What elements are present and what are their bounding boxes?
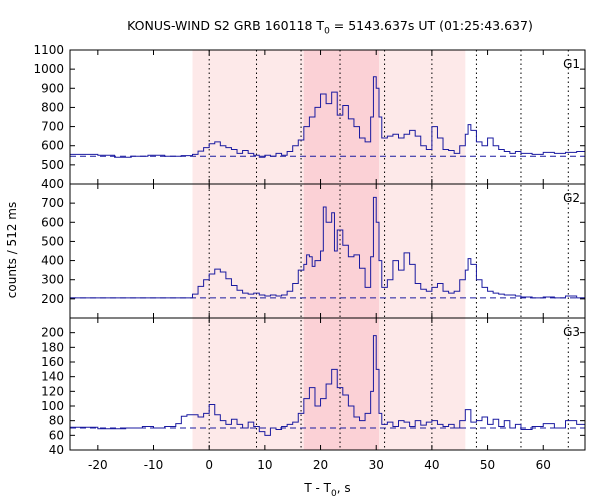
y-tick-label-G1-6: 1000 [33,62,64,76]
y-tick-label-G2-1: 300 [41,273,64,287]
x-tick-label-0: -20 [88,458,108,472]
y-tick-label-G3-4: 120 [41,384,64,398]
x-tick-label-8: 60 [536,458,551,472]
panel-label-G1: G1 [563,57,580,71]
light-curve-G2 [70,196,586,299]
y-tick-label-G2-3: 500 [41,234,64,248]
y-tick-label-G1-7: 1100 [33,43,64,57]
y-tick-label-G1-2: 600 [41,139,64,153]
y-tick-label-G3-0: 40 [49,443,64,457]
x-tick-label-3: 10 [257,458,272,472]
light-curve-G3 [70,335,586,436]
panel-frame-G3 [69,317,586,451]
x-tick-label-4: 20 [313,458,328,472]
x-axis-title: T - T0, s [303,481,350,499]
y-tick-label-G2-4: 600 [41,215,64,229]
panel-label-G3: G3 [563,325,580,339]
y-tick-label-G3-1: 60 [49,428,64,442]
shaded-interval-1 [303,50,379,450]
y-tick-label-G3-2: 80 [49,414,64,428]
y-axis-title: counts / 512 ms [5,202,19,298]
y-tick-label-G1-3: 700 [41,120,64,134]
chart-title: KONUS-WIND S2 GRB 160118 T0 = 5143.637s … [127,18,533,37]
x-tick-label-1: -10 [144,458,164,472]
y-tick-label-G2-5: 700 [41,196,64,210]
y-tick-label-G3-7: 180 [41,340,64,354]
light-curve-G1 [70,76,586,158]
y-tick-label-G2-0: 200 [41,292,64,306]
y-tick-label-G1-1: 500 [41,158,64,172]
y-tick-label-G1-4: 800 [41,100,64,114]
x-tick-label-5: 30 [369,458,384,472]
y-tick-label-G1-0: 400 [41,177,64,191]
y-tick-label-G3-5: 140 [41,370,64,384]
y-tick-label-G3-6: 160 [41,355,64,369]
y-tick-label-G2-2: 400 [41,254,64,268]
y-tick-label-G1-5: 900 [41,81,64,95]
x-tick-label-2: 0 [205,458,213,472]
y-tick-label-G3-3: 100 [41,399,64,413]
y-tick-label-G3-8: 200 [41,326,64,340]
x-tick-label-6: 40 [424,458,439,472]
x-tick-label-7: 50 [480,458,495,472]
panel-label-G2: G2 [563,191,580,205]
